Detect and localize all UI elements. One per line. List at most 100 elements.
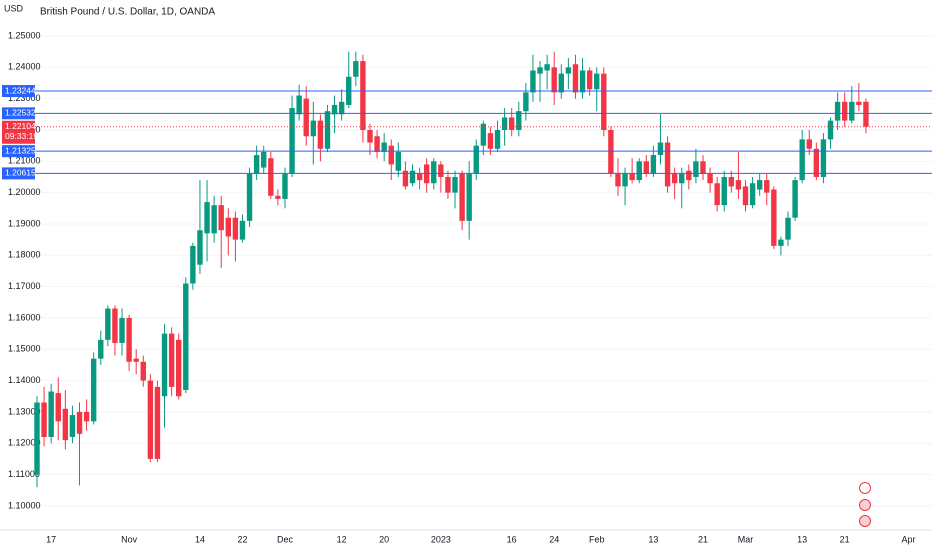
candle-body — [261, 151, 267, 168]
candle-body — [530, 70, 536, 93]
candle-body — [41, 402, 47, 437]
candle-body — [714, 183, 720, 206]
candle-body — [310, 120, 317, 137]
candle-body — [749, 183, 756, 206]
price-label: 1.23244 — [5, 85, 36, 95]
candle-body — [409, 170, 416, 184]
candle-body — [161, 333, 168, 397]
price-label: 1.21325 — [5, 145, 36, 155]
price-label-box — [2, 107, 35, 120]
y-tick-label: 1.11000 — [8, 469, 40, 479]
candle-body — [154, 386, 161, 459]
candle-body — [799, 139, 805, 181]
candle-body — [90, 358, 97, 422]
candle-body — [211, 205, 217, 234]
candle-body — [572, 64, 579, 93]
candle-body — [594, 73, 600, 90]
candle-body — [282, 173, 288, 199]
candle-body — [83, 411, 90, 422]
candle-body — [140, 361, 146, 381]
candle-body — [253, 155, 260, 174]
y-tick-label: 1.18000 — [8, 250, 41, 260]
candle-body — [183, 283, 189, 390]
candle-body — [353, 61, 359, 77]
candle-body — [849, 101, 855, 121]
candle-body — [119, 317, 125, 343]
candle-body — [771, 189, 777, 246]
candle-body — [523, 92, 529, 112]
price-label: 1.20615 — [5, 168, 36, 178]
candle-body — [466, 173, 472, 221]
y-tick-label: 1.23000 — [8, 93, 41, 103]
y-tick-label: 1.16000 — [8, 312, 41, 322]
candle-body — [176, 339, 182, 397]
candle-body — [69, 415, 76, 437]
last-price-box — [2, 120, 35, 144]
candle-body — [813, 148, 820, 177]
price-label-box — [2, 145, 35, 158]
candle-body — [225, 217, 231, 237]
icon — [859, 482, 871, 494]
x-tick-label: 17 — [46, 534, 56, 544]
x-tick-label: 2023 — [431, 534, 451, 544]
candle-body — [579, 70, 586, 93]
candle-body — [296, 95, 302, 115]
candle-body — [246, 173, 253, 221]
candle-body — [551, 67, 557, 93]
countdown-label: 09:33:19 — [5, 131, 38, 141]
y-tick-label: 1.19000 — [8, 218, 41, 228]
overlay: 1.23244 1.22532 1.21325 1.20615 1.2210409:33… — [2, 85, 932, 180]
candle-body — [55, 393, 61, 422]
candle-body — [147, 380, 154, 459]
candle-body — [76, 411, 83, 434]
candle-body — [693, 161, 699, 177]
y-tick-label: 1.20000 — [8, 187, 41, 197]
candle-body — [431, 161, 437, 184]
x-tick-label: 13 — [797, 534, 807, 544]
candle-body — [728, 176, 735, 187]
candle-body — [565, 67, 572, 74]
candle-body — [438, 164, 444, 177]
candle-body — [374, 136, 380, 152]
x-tick-label: 16 — [507, 534, 517, 544]
candle-body — [622, 173, 628, 187]
candle-body — [558, 73, 564, 93]
candle-body — [34, 402, 40, 475]
y-tick-label: 1.17000 — [8, 281, 41, 291]
candle-body — [459, 173, 465, 221]
candle-body — [636, 161, 642, 181]
candle-body — [303, 98, 309, 137]
price-label-box — [2, 167, 35, 180]
candle-body — [643, 161, 650, 174]
candle-body — [381, 142, 387, 152]
candle-body — [275, 195, 281, 199]
candle-body — [452, 176, 458, 193]
candle-body — [827, 120, 834, 140]
candle-body — [516, 111, 522, 130]
candle-body — [586, 70, 593, 90]
candle-body — [629, 173, 635, 181]
candle-body — [473, 145, 479, 174]
candle-body — [735, 180, 742, 190]
y-tick-label: 1.13000 — [8, 406, 41, 416]
y-tick-label: 1.14000 — [8, 375, 41, 385]
candle-body — [268, 158, 274, 196]
candle-body — [360, 61, 366, 130]
x-tick-label: Mar — [738, 534, 754, 544]
y-tick-label: 1.24000 — [8, 62, 41, 72]
candle-body — [324, 111, 331, 149]
candle-body — [232, 217, 239, 240]
bottom-icons — [859, 482, 871, 527]
candle-body — [112, 308, 118, 343]
candle-body — [367, 129, 373, 143]
candle-body — [742, 186, 749, 206]
candle-body — [487, 133, 494, 149]
last-price-label: 1.22104 — [5, 121, 36, 131]
candle-body — [601, 73, 607, 130]
x-tick-label: 21 — [698, 534, 708, 544]
candle-body — [721, 176, 727, 206]
candle-body — [331, 104, 338, 115]
candle-body — [664, 142, 671, 187]
grid: 1.10000 1.11000 1.12000 1.13000 1.14000 1.150… — [8, 30, 932, 544]
candle-body — [168, 333, 175, 387]
